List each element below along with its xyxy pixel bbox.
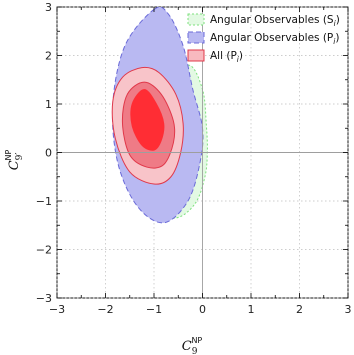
y-tick-label: 2 [45,50,52,63]
x-tick-labels: −3 −2 −1 0 1 2 3 [49,303,352,316]
y-tick-labels: −3 −2 −1 0 1 2 3 [36,1,52,305]
x-axis-title-main: C [182,339,192,354]
legend-label-2: Angular Observables (Pi) [210,32,339,46]
y-axis-title-main: C [7,160,22,170]
x-tick-label: 1 [248,303,255,316]
x-tick-label: 2 [296,303,303,316]
y-axis-title-sub: 9′ [15,153,25,161]
y-tick-label: 0 [45,147,52,160]
y-tick-label: 3 [45,1,52,14]
legend-label-3: All (Pi) [210,50,243,64]
legend: Angular Observables (Si) Angular Observab… [187,13,340,64]
x-tick-label: 0 [199,303,206,316]
y-tick-label: −3 [36,292,52,305]
y-axis-title: C9′NP [4,150,25,171]
legend-label-1: Angular Observables (Si) [210,14,340,28]
x-axis-title: C9 NP [182,336,203,355]
legend-swatch-2 [187,31,205,44]
x-tick-label: −1 [146,303,162,316]
legend-swatch-1 [187,13,205,26]
y-tick-label: −2 [36,244,52,257]
y-tick-label: −1 [36,195,52,208]
x-axis-title-sub: 9 [192,347,198,355]
x-axis-title-sup: NP [191,336,202,345]
x-tick-label: −2 [97,303,113,316]
ticks [56,6,349,299]
y-axis-title-sup: NP [4,150,13,161]
y-tick-label: 1 [45,98,52,111]
contour-region-5 [130,88,165,151]
x-tick-label: 3 [345,303,352,316]
regions [111,6,208,224]
x-tick-label: −3 [49,303,65,316]
legend-swatch-3 [187,49,205,62]
